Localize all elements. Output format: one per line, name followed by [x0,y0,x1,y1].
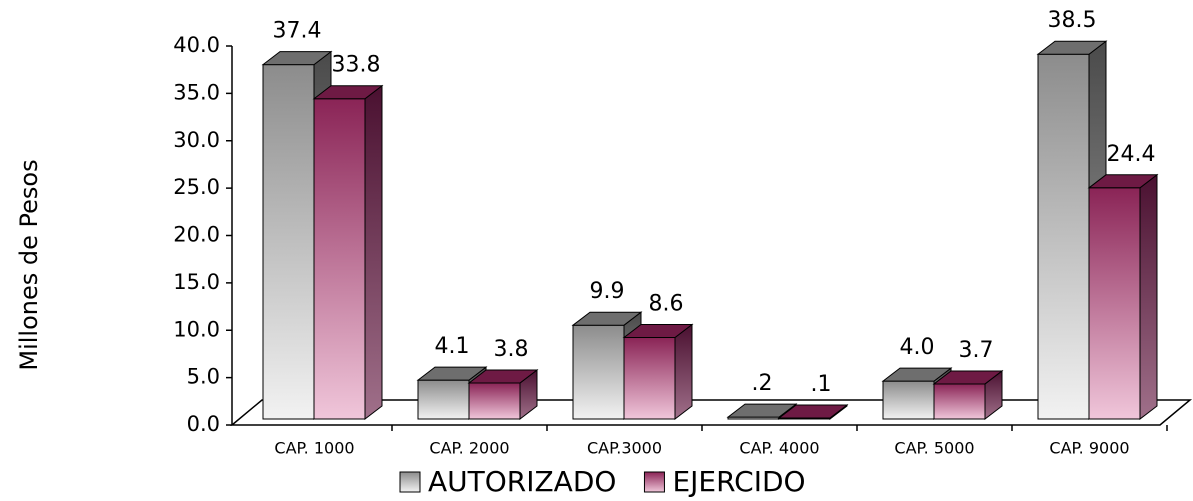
bar-side [364,84,383,421]
value-label: 4.0 [900,335,935,360]
bar [623,337,676,420]
bar [313,98,366,420]
bar-top [312,85,384,100]
bar [1037,53,1090,420]
value-label: 3.7 [959,338,994,363]
x-tick-label: CAP. 4000 [739,439,819,458]
value-label: 38.5 [1048,8,1097,33]
bar-top [777,404,849,419]
bar [262,64,315,420]
bar-top [932,370,1004,385]
bar-top [1036,40,1108,55]
bar [572,324,625,420]
bar-top [622,324,694,339]
y-tick-label: 30.0 [173,128,220,152]
bar-side [674,323,693,421]
value-label: .2 [752,371,773,396]
bar [417,379,470,420]
y-tick-label: 10.0 [173,317,220,341]
bar-top [467,369,539,384]
value-label: 4.1 [435,334,470,359]
y-tick-label: 35.0 [173,80,220,104]
value-label: 37.4 [273,19,322,44]
value-label: 24.4 [1107,142,1156,167]
bar-top [1087,174,1159,189]
bar [933,383,986,420]
bar-top [571,311,643,326]
value-label: 33.8 [332,53,381,78]
bar-side [1139,173,1158,421]
bar-top [416,366,488,381]
bar-top [261,51,333,66]
x-tick-label: CAP. 2000 [429,439,509,458]
legend-swatch [643,471,665,493]
bar [1088,187,1141,420]
y-axis-label: Millones de Pesos [15,159,43,370]
y-tick-label: 15.0 [173,270,220,294]
bar [468,382,521,420]
y-tick-label: 5.0 [187,365,220,389]
legend-label: EJERCIDO [672,465,805,498]
value-label: 9.9 [590,279,625,304]
y-tick-label: 40.0 [173,33,220,57]
bar-top [726,403,798,418]
bar [882,380,935,420]
y-tick-label: 20.0 [173,223,220,247]
legend-label: AUTORIZADO [428,465,616,498]
value-label: 3.8 [494,337,529,362]
x-tick-label: CAP. 9000 [1049,439,1129,458]
x-tick-label: CAP. 1000 [274,439,354,458]
y-tick-label: 25.0 [173,175,220,199]
x-tick-label: CAP. 5000 [894,439,974,458]
y-tick-label: 0.0 [187,412,220,436]
x-tick-label: CAP.3000 [587,439,662,458]
value-label: .1 [811,372,832,397]
bar-top [881,367,953,382]
value-label: 8.6 [649,292,684,317]
legend-swatch [399,471,421,493]
